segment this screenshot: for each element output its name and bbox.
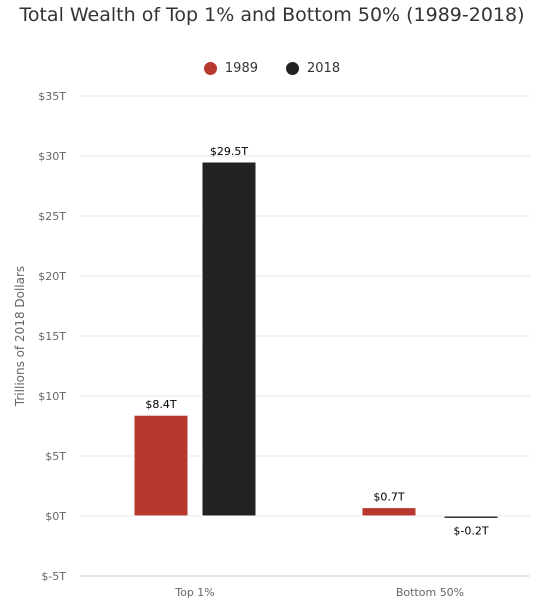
legend-swatch-2018 bbox=[286, 61, 299, 75]
legend-swatch-1989 bbox=[203, 61, 217, 75]
data-label: $29.5T bbox=[210, 145, 248, 158]
bar-1989-top-1[interactable] bbox=[133, 414, 189, 517]
data-label: $8.4T bbox=[145, 398, 176, 411]
y-tick-label: $0T bbox=[45, 510, 66, 523]
chart-title: Total Wealth of Top 1% and Bottom 50% (1… bbox=[19, 4, 525, 26]
legend: 1989 2018 bbox=[0, 58, 544, 78]
data-label: $-0.2T bbox=[453, 524, 488, 537]
bar-1989-bottom-50[interactable] bbox=[361, 507, 417, 517]
legend-label-2018: 2018 bbox=[307, 60, 341, 76]
y-tick-label: $20T bbox=[38, 270, 66, 283]
y-axis-title: Trillions of 2018 Dollars bbox=[13, 266, 27, 407]
bar-2018-bottom-50[interactable] bbox=[443, 515, 499, 519]
y-tick-label: $15T bbox=[38, 330, 66, 343]
y-tick-label: $35T bbox=[38, 90, 66, 103]
x-tick-label: Bottom 50% bbox=[396, 586, 464, 599]
y-tick-label: $10T bbox=[38, 390, 66, 403]
legend-item-2018[interactable]: 2018 bbox=[286, 61, 340, 76]
x-tick-label: Top 1% bbox=[174, 586, 215, 599]
y-tick-label: $25T bbox=[38, 210, 66, 223]
y-tick-label: $5T bbox=[45, 450, 66, 463]
data-label: $0.7T bbox=[373, 491, 404, 504]
legend-label-1989: 1989 bbox=[224, 60, 258, 76]
bar-2018-top-1[interactable] bbox=[201, 161, 257, 517]
y-tick-label: $-5T bbox=[41, 570, 66, 583]
legend-item-1989[interactable]: 1989 bbox=[203, 60, 258, 76]
y-tick-label: $30T bbox=[38, 150, 66, 163]
